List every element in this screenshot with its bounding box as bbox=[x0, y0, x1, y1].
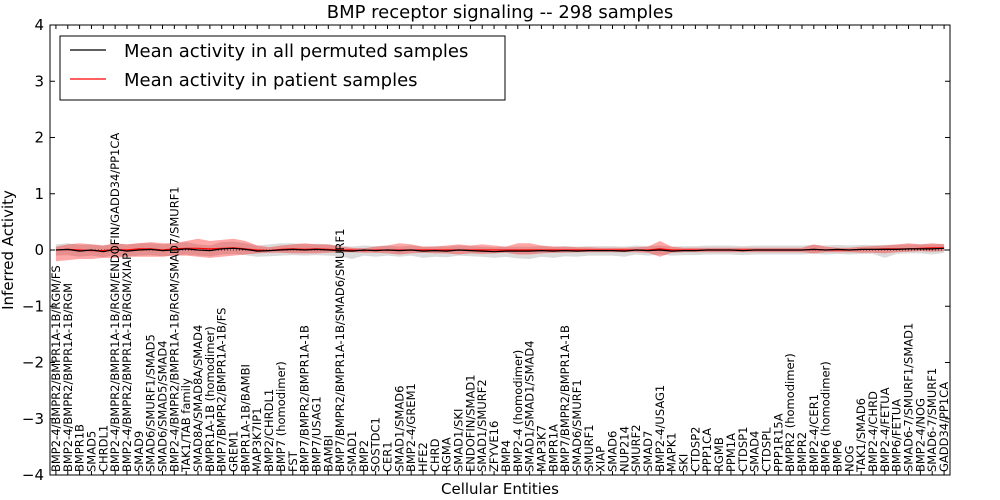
x-tick-label: BMP7/BMPR2/BMPR1A-1B/FS bbox=[215, 308, 229, 472]
x-tick-label: SMURF2 bbox=[629, 424, 643, 472]
x-tick-label: BMPR2 (homodimer) bbox=[783, 353, 797, 472]
x-tick-label: CHRD bbox=[428, 438, 442, 472]
x-tick-label: GREM1 bbox=[227, 431, 241, 472]
x-tick-label: SMURF1 bbox=[582, 424, 596, 472]
y-tick-label: −2 bbox=[22, 354, 44, 372]
x-tick-label: BMP6 (homodimer) bbox=[819, 361, 833, 472]
x-tick-label: SMAD9 bbox=[132, 431, 146, 472]
chart-title: BMP receptor signaling -- 298 samples bbox=[327, 2, 674, 23]
x-tick-label: SMAD6/SMURF1/SMAD5 bbox=[144, 334, 158, 472]
x-tick-label: SMAD1/SMURF2 bbox=[475, 379, 489, 472]
x-tick-label: SMAD6-7/SMURF1 bbox=[925, 368, 939, 472]
x-tick-label: BMP2/CHRDL1 bbox=[262, 389, 276, 472]
x-tick-label: BMPR1B bbox=[73, 424, 87, 472]
y-tick-label: 1 bbox=[34, 185, 44, 203]
x-tick-label: BMP2-4/NOG bbox=[913, 398, 927, 472]
x-tick-label: PPM1A bbox=[724, 433, 738, 472]
x-tick-label: ZFYVE16 bbox=[487, 421, 501, 472]
y-tick-label: 4 bbox=[34, 16, 44, 34]
x-tick-label: BMP7 (homodimer) bbox=[274, 361, 288, 472]
x-tick-label: BAMBI bbox=[321, 435, 335, 472]
x-tick-label: ENDOFIN/SMAD1 bbox=[463, 374, 477, 472]
y-tick-label: 2 bbox=[34, 129, 44, 147]
x-tick-label: BMP2-4/BMPR2/BMPR1A-1B/RGM/XIAP bbox=[120, 253, 134, 472]
x-tick-label: SKI bbox=[677, 454, 691, 472]
x-tick-label: SMAD6-7/SMURF1/SMAD1 bbox=[902, 323, 916, 472]
x-tick-label: PPP1CA bbox=[700, 428, 714, 472]
x-tick-label: SMAD4 bbox=[748, 431, 762, 472]
x-tick-label: SMAD6 bbox=[606, 431, 620, 472]
x-tick-label: TAK1/SMAD6 bbox=[854, 398, 868, 473]
x-tick-label: NOG bbox=[842, 445, 856, 472]
x-tick-label: CTDSPL bbox=[759, 427, 773, 472]
x-tick-label: RGMB bbox=[712, 437, 726, 472]
x-tick-label: BMP2-4/BMPR2/BMPR1A-1B/RGM/FS bbox=[49, 265, 63, 472]
y-axis-label: Inferred Activity bbox=[0, 190, 17, 310]
x-tick-label: SMAD7 bbox=[641, 431, 655, 472]
x-tick-label: CHRDL1 bbox=[96, 425, 110, 472]
x-tick-label: BMP2-4/USAG1 bbox=[653, 385, 667, 472]
plot-frame bbox=[49, 24, 951, 476]
x-tick-label: BMPR2 bbox=[795, 432, 809, 472]
x-tick-label: SMAD1/SMAD1/SMAD4 bbox=[523, 340, 537, 472]
y-tick-label: −1 bbox=[22, 297, 44, 315]
x-tick-label: BMP2-4/GREM1 bbox=[404, 383, 418, 472]
y-tick-label: 0 bbox=[34, 241, 44, 259]
x-tick-label: BMPR1A bbox=[546, 424, 560, 472]
x-tick-label: CER1 bbox=[381, 441, 395, 472]
x-tick-label: BMP2-4 (homodimer) bbox=[511, 350, 525, 472]
x-tick-label: BMP6/FETUA bbox=[890, 399, 904, 472]
x-tick-label: BMP4 bbox=[499, 440, 513, 472]
x-tick-label: BMP2-4/FETUA bbox=[878, 387, 892, 472]
x-tick-label: BMP7/BMPR2/BMPR1A-1B bbox=[298, 325, 312, 472]
x-tick-label: BMP2-4/CHRD bbox=[866, 391, 880, 472]
x-tick-label: BMP2-4/BMPR2/BMPR1A-1B/RGM bbox=[61, 283, 75, 472]
x-tick-label: SOSTDC1 bbox=[369, 417, 383, 472]
x-tick-label: BMP7/BMPR2/BMPR1A-1B bbox=[558, 325, 572, 472]
series-line-permuted bbox=[55, 247, 945, 253]
x-tick-label: FST bbox=[286, 450, 300, 472]
x-tick-label: RGMA bbox=[440, 437, 454, 472]
x-tick-label: SMAD5 bbox=[84, 431, 98, 472]
x-tick-label: CTDSP2 bbox=[688, 427, 702, 472]
x-tick-label: MAP3K7IP1 bbox=[250, 407, 264, 472]
x-tick-label: BMP2-4/BMPR2/BMPR1A-1B/RGM/ENDOFIN/GADD3… bbox=[108, 133, 122, 472]
x-tick-labels: BMP2-4/BMPR2/BMPR1A-1B/RGM/FSBMP2-4/BMPR… bbox=[49, 25, 951, 475]
x-tick-label: MAP3K7 bbox=[534, 425, 548, 472]
y-tick-label: 3 bbox=[34, 72, 44, 90]
x-tick-label: SMAD6/SMAD5/SMAD4 bbox=[156, 340, 170, 472]
x-tick-label: BMP2 bbox=[357, 440, 371, 472]
x-tick-label: BMPR1A-1B (homodimer) bbox=[203, 326, 217, 472]
x-tick-label: BMP7/USAG1 bbox=[309, 396, 323, 472]
legend-label-patient: Mean activity in patient samples bbox=[124, 70, 418, 91]
legend-box bbox=[59, 35, 506, 101]
x-tick-label: CTDSP1 bbox=[736, 427, 750, 472]
x-tick-label: XIAP bbox=[594, 446, 608, 472]
x-tick-label: MAPK1 bbox=[665, 432, 679, 472]
y-tick-label: −4 bbox=[22, 466, 44, 484]
x-tick-label: HFE2 bbox=[416, 442, 430, 472]
x-tick-label: SMAD1/SMAD6 bbox=[392, 386, 406, 472]
x-axis-label: Cellular Entities bbox=[441, 480, 559, 498]
x-tick-label: TAK1/TAB family bbox=[179, 378, 193, 473]
y-ticks: −4 −3 −2 −1 0 1 2 3 4 bbox=[22, 16, 950, 484]
x-tick-label: NUP214 bbox=[617, 426, 631, 472]
x-tick-label: GADD34/PP1CA bbox=[937, 382, 951, 472]
x-tick-label: BMPR1A-1B/BAMBI bbox=[238, 364, 252, 472]
x-tick-label: SMAD1/SKI bbox=[452, 409, 466, 472]
legend-label-permuted: Mean activity in all permuted samples bbox=[124, 41, 468, 62]
x-tick-label: BMP7/BMPR2/BMPR1A-1B/SMAD6/SMURF1 bbox=[333, 229, 347, 472]
x-tick-label: SMAD1 bbox=[345, 431, 359, 472]
x-tick-label: SMAD6/SMURF1 bbox=[570, 379, 584, 472]
x-tick-label: BMP2-4/CER1 bbox=[807, 394, 821, 472]
x-tick-label: BMP6 bbox=[831, 440, 845, 472]
x-tick-label: PPP1R15A bbox=[771, 413, 785, 472]
x-tick-label: SMAD8A/SMAD8A/SMAD4 bbox=[191, 325, 205, 472]
legend: Mean activity in all permuted samples Me… bbox=[59, 35, 506, 101]
x-tick-label: BMP2-4/BMPR2/BMPR1A-1B/RGM/SMAD7/SMURF1 bbox=[167, 186, 181, 472]
y-tick-label: −3 bbox=[22, 410, 44, 428]
series-lines bbox=[55, 247, 945, 253]
